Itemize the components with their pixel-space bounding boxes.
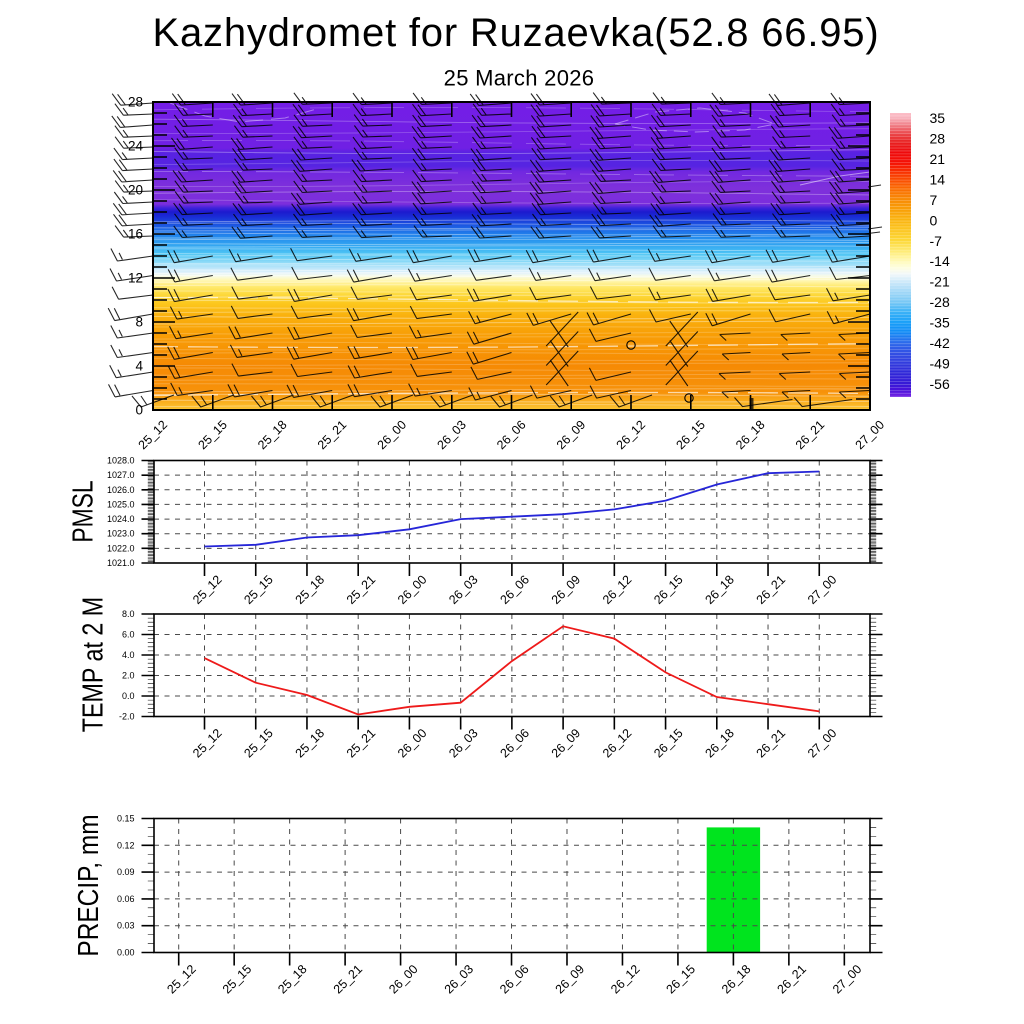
svg-text:1024.0: 1024.0 — [107, 514, 135, 524]
svg-text:24: 24 — [128, 139, 144, 154]
svg-text:25 March 2026: 25 March 2026 — [444, 66, 595, 91]
svg-text:6.0: 6.0 — [122, 630, 135, 640]
svg-text:0.03: 0.03 — [117, 921, 135, 931]
svg-text:Kazhydromet for Ruzaevka(52.8: Kazhydromet for Ruzaevka(52.8 66.95) — [153, 11, 880, 55]
svg-text:0: 0 — [930, 212, 938, 228]
svg-text:-2.0: -2.0 — [119, 712, 135, 722]
svg-text:35: 35 — [930, 110, 946, 126]
svg-text:16: 16 — [128, 227, 143, 242]
svg-text:-56: -56 — [930, 376, 950, 392]
svg-text:2.0: 2.0 — [122, 671, 135, 681]
svg-text:1028.0: 1028.0 — [107, 456, 135, 466]
svg-text:8: 8 — [135, 315, 143, 330]
svg-text:0: 0 — [135, 403, 143, 418]
svg-text:-14: -14 — [930, 253, 950, 269]
svg-text:-21: -21 — [930, 274, 950, 290]
svg-text:0.12: 0.12 — [117, 840, 135, 850]
svg-text:8.0: 8.0 — [122, 609, 135, 619]
svg-text:0.00: 0.00 — [117, 948, 135, 958]
svg-text:0.15: 0.15 — [117, 814, 135, 824]
svg-text:-35: -35 — [930, 315, 950, 331]
svg-text:-42: -42 — [930, 335, 950, 351]
svg-text:1025.0: 1025.0 — [107, 499, 135, 509]
svg-text:PMSL: PMSL — [67, 480, 99, 542]
svg-text:1021.0: 1021.0 — [107, 558, 135, 568]
svg-text:4.0: 4.0 — [122, 650, 135, 660]
svg-text:0.09: 0.09 — [117, 867, 135, 877]
svg-text:7: 7 — [930, 192, 938, 208]
svg-text:4: 4 — [135, 359, 143, 374]
svg-text:TEMP at 2 M: TEMP at 2 M — [77, 597, 109, 732]
svg-text:28: 28 — [930, 131, 946, 147]
svg-text:1022.0: 1022.0 — [107, 543, 135, 553]
svg-text:12: 12 — [128, 271, 143, 286]
svg-text:-28: -28 — [930, 294, 950, 310]
svg-text:14: 14 — [930, 171, 946, 187]
svg-text:21: 21 — [930, 151, 946, 167]
svg-text:20: 20 — [128, 183, 143, 198]
svg-text:0.0: 0.0 — [122, 691, 135, 701]
svg-text:1027.0: 1027.0 — [107, 470, 135, 480]
svg-text:0.06: 0.06 — [117, 894, 135, 904]
svg-text:-7: -7 — [930, 233, 943, 249]
svg-text:-49: -49 — [930, 356, 950, 372]
svg-text:28: 28 — [128, 95, 143, 110]
svg-text:PRECIP, mm: PRECIP, mm — [73, 814, 105, 956]
svg-text:1023.0: 1023.0 — [107, 529, 135, 539]
svg-text:1026.0: 1026.0 — [107, 485, 135, 495]
